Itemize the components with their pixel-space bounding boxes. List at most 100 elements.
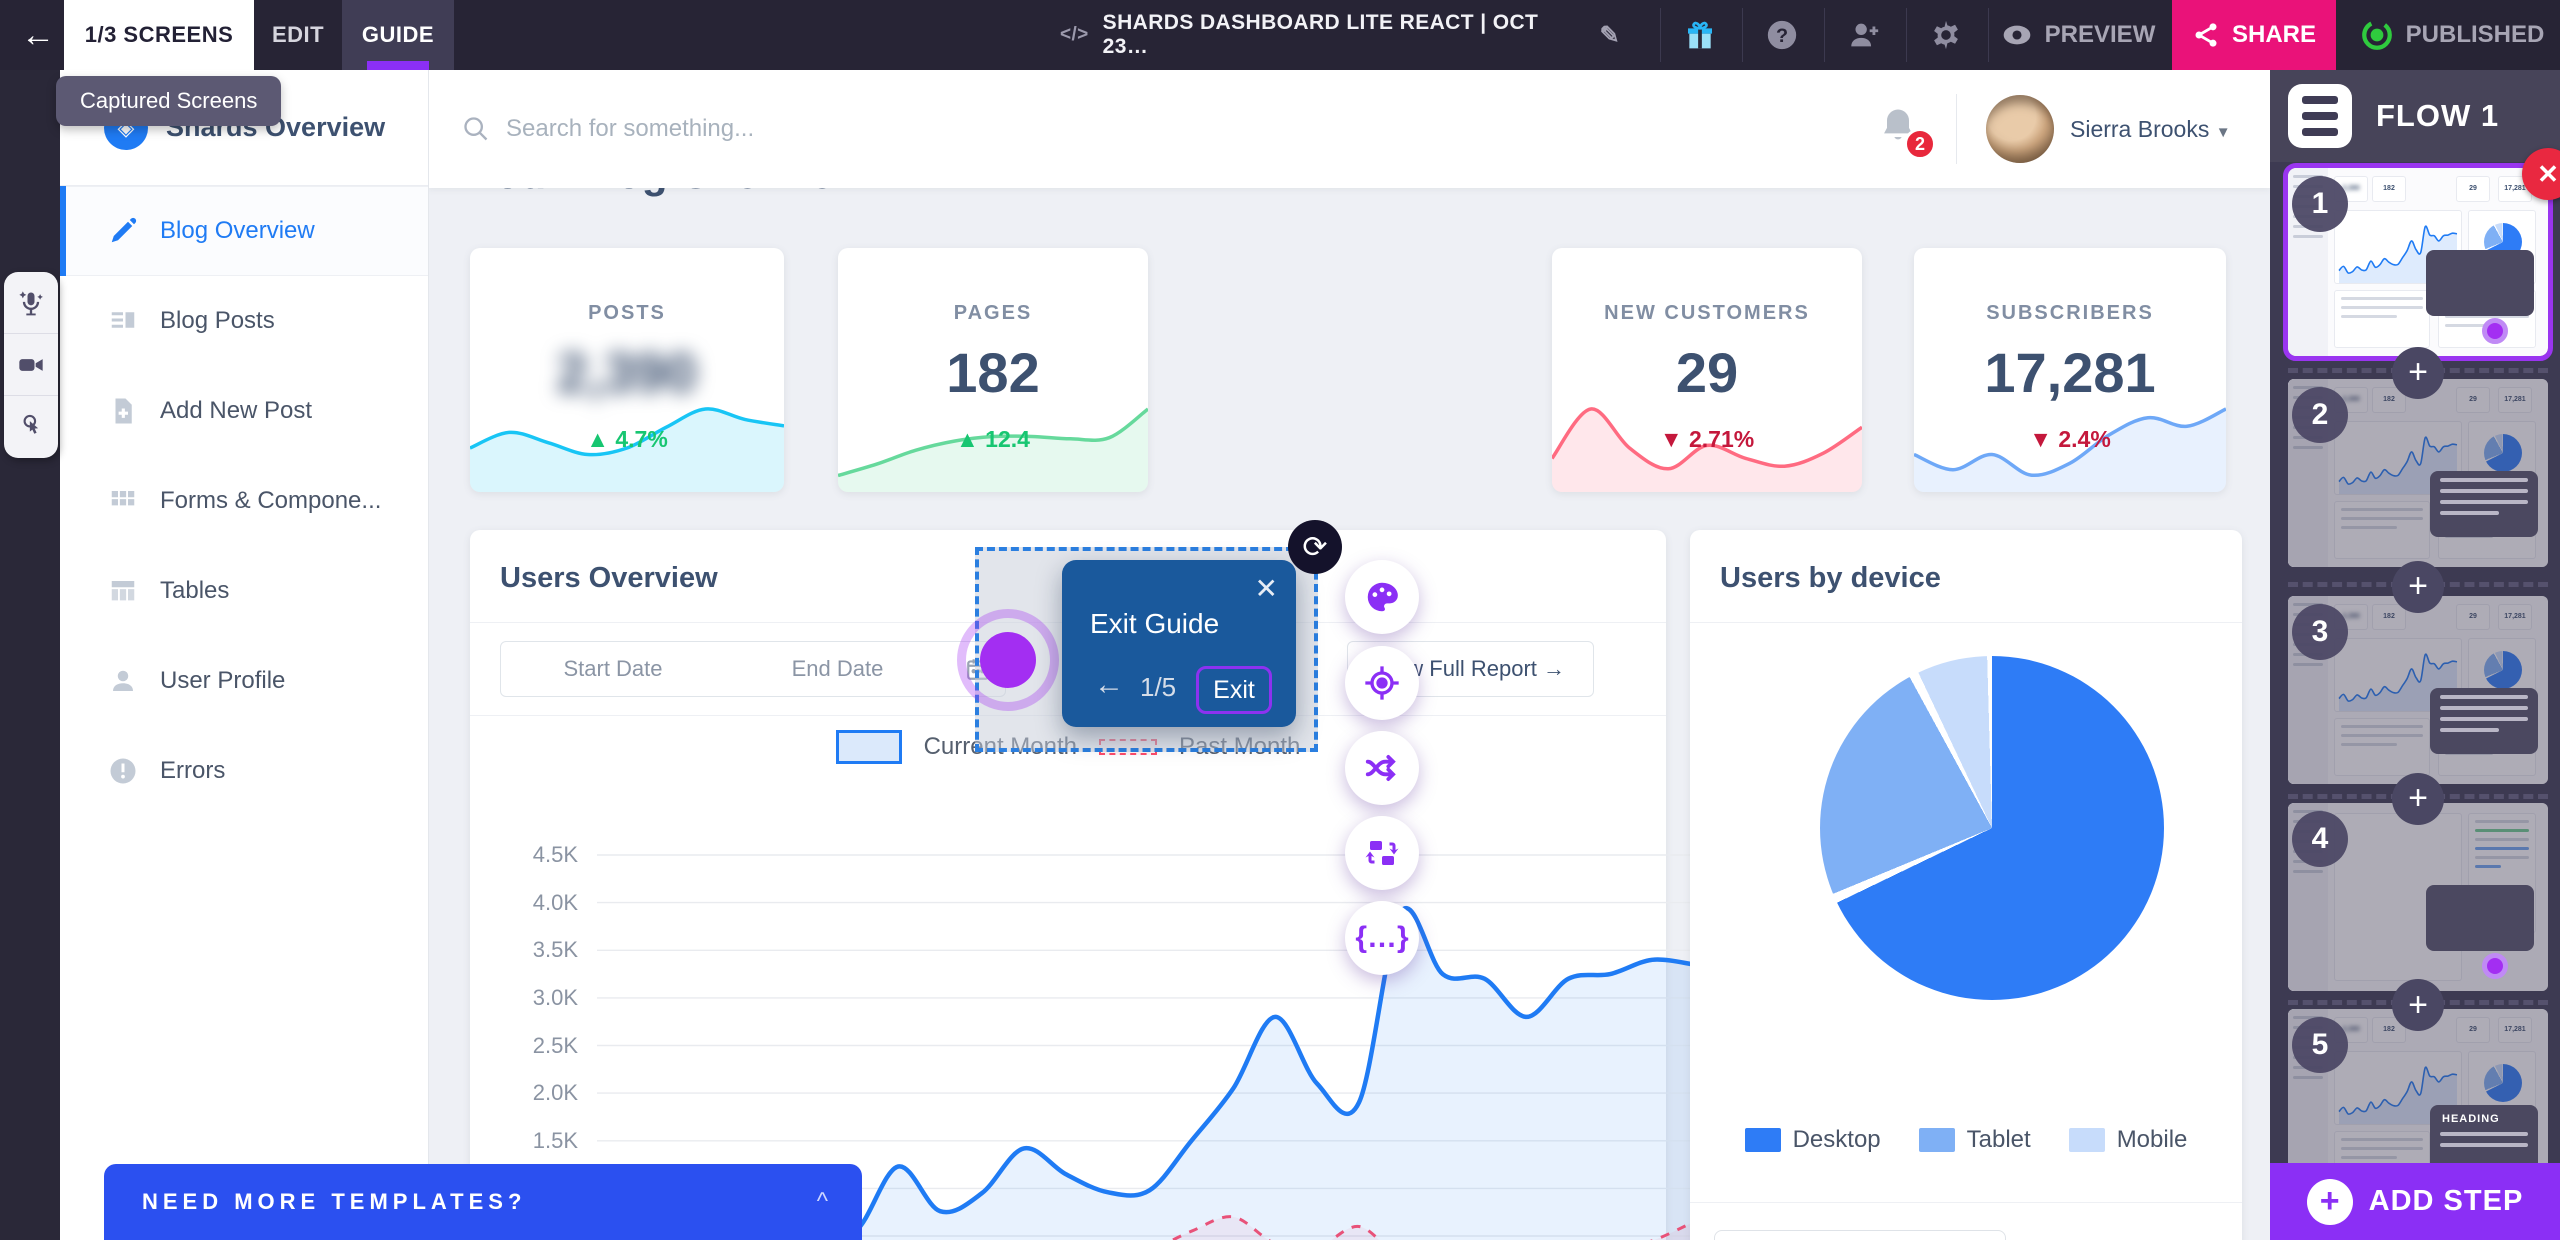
notifications-button[interactable]: 2 <box>1868 94 1938 164</box>
mini-stat: 29 <box>2456 176 2490 202</box>
insert-step-button[interactable]: + <box>2392 979 2444 1031</box>
interaction-capture-icon[interactable] <box>4 396 58 458</box>
settings-gear-icon[interactable] <box>1911 0 1981 70</box>
exit-button[interactable]: Exit <box>1196 666 1272 714</box>
preview-button[interactable]: PREVIEW <box>1988 0 2168 70</box>
mini-card <box>2334 290 2430 348</box>
tab-screens[interactable]: 1/3 SCREENS <box>64 0 254 70</box>
banner-text: NEED MORE TEMPLATES? <box>142 1189 527 1214</box>
current-month-legend-swatch[interactable] <box>835 730 902 764</box>
insert-step-button[interactable]: + <box>2392 560 2444 613</box>
sidebar-item-forms-compone[interactable]: Forms & Compone... <box>60 456 428 546</box>
stat-card-new-customers: NEW CUSTOMERS 29 ▼ 2.71% <box>1552 248 1862 492</box>
add-step-button[interactable]: + ADD STEP <box>2270 1163 2560 1240</box>
tab-guide[interactable]: GUIDE <box>342 0 454 70</box>
sidebar-item-blog-overview[interactable]: Blog Overview <box>60 186 428 276</box>
step-connector: + <box>2288 979 2548 1031</box>
stat-sparkline <box>1552 407 1862 492</box>
back-button[interactable]: ← <box>21 15 55 54</box>
code-snippet-button[interactable]: {…} <box>1345 901 1419 975</box>
insert-step-button[interactable]: + <box>2392 772 2444 825</box>
alert-icon <box>110 758 136 784</box>
divider <box>1956 94 1957 164</box>
close-icon[interactable]: ✕ <box>1254 573 1278 604</box>
refresh-capture-icon[interactable]: ⟳ <box>1288 520 1342 574</box>
mini-tooltip <box>2430 688 2538 754</box>
mini-tooltip <box>2426 885 2534 951</box>
voice-record-icon[interactable] <box>4 272 58 334</box>
step-target-dot[interactable] <box>980 632 1036 688</box>
file-plus-icon <box>115 398 132 424</box>
published-status[interactable]: PUBLISHED <box>2344 0 2560 70</box>
previous-step-arrow[interactable]: ← <box>1094 668 1124 701</box>
pie-legend-item-mobile[interactable]: Mobile <box>2068 1126 2188 1154</box>
search-input[interactable] <box>506 115 1206 143</box>
sidebar-item-label: Add New Post <box>160 397 313 424</box>
legend-label: Mobile <box>2116 1126 2188 1153</box>
flow-header: FLOW 1 <box>2270 70 2560 162</box>
code-icon: </> <box>1060 24 1089 45</box>
search-icon <box>464 117 488 141</box>
stat-label: POSTS <box>588 302 666 324</box>
delete-step-button[interactable]: ✕ <box>2522 148 2560 200</box>
chevron-down-icon: ▼ <box>2215 124 2231 141</box>
insert-step-button[interactable]: + <box>2392 346 2444 399</box>
video-record-icon[interactable] <box>4 334 58 396</box>
step-connector: + <box>2288 772 2548 825</box>
edit-title-icon[interactable]: ✎ <box>1599 21 1620 49</box>
share-button[interactable]: SHARE <box>2172 0 2336 70</box>
style-palette-button[interactable] <box>1345 560 1419 634</box>
step-counter: 1/5 <box>1140 672 1177 702</box>
mini-tooltip <box>2430 471 2538 537</box>
legend-label: Tablet <box>1966 1126 2031 1153</box>
eye-icon <box>2003 25 2030 45</box>
need-more-templates-banner[interactable]: NEED MORE TEMPLATES? ^ <box>104 1164 862 1240</box>
pie-legend-item-desktop[interactable]: Desktop <box>1744 1126 1881 1154</box>
divider <box>1988 8 1989 62</box>
divider <box>1690 622 2242 623</box>
collapse-chevron-icon[interactable]: ^ <box>816 1188 828 1215</box>
mini-stat: 182 <box>2372 604 2406 630</box>
popup-title: Exit Guide <box>1090 608 1220 639</box>
stat-sparkline <box>470 407 784 492</box>
user-menu[interactable]: Sierra Brooks ▼ <box>2070 116 2231 143</box>
legend-swatch <box>1744 1128 1781 1152</box>
tab-guide-label: GUIDE <box>361 22 435 47</box>
stat-value: 182 <box>946 341 1040 404</box>
divider <box>1690 1202 2242 1203</box>
flow-step-thumbnail-2[interactable]: 2,390 182 29 17,281 <box>2288 379 2548 567</box>
sidebar-item-blog-posts[interactable]: Blog Posts <box>60 276 428 366</box>
end-date-input[interactable]: End Date <box>725 641 951 697</box>
add-user-icon[interactable] <box>1829 0 1899 70</box>
y-axis-label: 2.5K <box>532 1032 578 1058</box>
legend-label: Desktop <box>1792 1126 1881 1153</box>
gift-icon[interactable] <box>1665 0 1735 70</box>
swap-screen-button[interactable] <box>1345 816 1419 890</box>
sidebar-item-tables[interactable]: Tables <box>60 546 428 636</box>
left-rail <box>0 70 60 1240</box>
sidebar-item-add-new-post[interactable]: Add New Post <box>60 366 428 456</box>
user-avatar[interactable] <box>1986 95 2054 163</box>
document-title-text: SHARDS DASHBOARD LITE REACT | OCT 23… <box>1102 11 1539 58</box>
preview-label: PREVIEW <box>2044 21 2156 48</box>
tab-edit[interactable]: EDIT <box>271 22 325 47</box>
pie-legend-item-tablet[interactable]: Tablet <box>1918 1126 2031 1154</box>
svg-text:?: ? <box>1776 25 1788 47</box>
sidebar-item-user-profile[interactable]: User Profile <box>60 636 428 726</box>
dashboard-header: 2 Sierra Brooks ▼ <box>428 70 2270 188</box>
sidebar-item-label: Blog Overview <box>160 217 315 244</box>
shuffle-steps-button[interactable] <box>1345 731 1419 805</box>
sidebar-item-errors[interactable]: Errors <box>60 726 428 816</box>
sidebar-item-label: Forms & Compone... <box>160 487 382 514</box>
stat-value: 2,390 <box>556 341 698 404</box>
date-range-select[interactable]: Last Week <box>1714 1230 2006 1240</box>
start-date-input[interactable]: Start Date <box>500 641 726 697</box>
flow-step-thumbnail-4[interactable] <box>2288 803 2548 991</box>
mini-card <box>2334 501 2430 559</box>
flow-step-thumbnail-3[interactable]: 2,390 182 29 17,281 <box>2288 596 2548 784</box>
help-icon[interactable]: ? <box>1747 0 1817 70</box>
step-number-badge: 3 <box>2292 604 2348 660</box>
target-selector-button[interactable] <box>1345 646 1419 720</box>
document-title: </> SHARDS DASHBOARD LITE REACT | OCT 23… <box>1060 0 1620 70</box>
flow-menu-icon[interactable] <box>2288 84 2352 148</box>
